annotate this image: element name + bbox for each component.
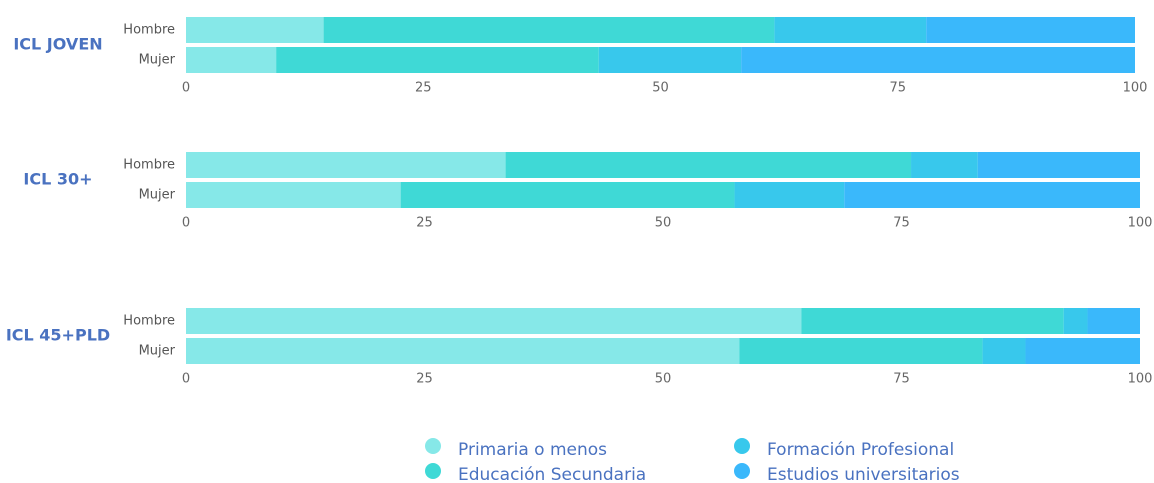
bar-segment <box>1025 338 1140 364</box>
x-tick-label: 75 <box>893 216 910 231</box>
category-label: Mujer <box>139 344 176 359</box>
x-tick-label: 0 <box>182 81 190 96</box>
bar-segment <box>186 47 277 73</box>
legend-swatch <box>734 438 750 454</box>
category-label: Hombre <box>123 158 175 173</box>
legend-label: Estudios universitarios <box>767 465 960 483</box>
bar-segment <box>276 47 599 73</box>
bar-segment <box>186 17 324 43</box>
bar-segment <box>323 17 775 43</box>
bar-segment <box>1063 308 1088 334</box>
bar-segment <box>844 182 1140 208</box>
group-title: ICL 30+ <box>23 170 92 189</box>
legend-swatch <box>734 463 750 479</box>
bar-segment <box>741 47 1135 73</box>
bar-segment <box>801 308 1064 334</box>
bar-segment <box>774 17 927 43</box>
x-tick-label: 25 <box>416 372 433 387</box>
x-tick-label: 0 <box>182 372 190 387</box>
bar-segment <box>186 182 401 208</box>
category-label: Hombre <box>123 314 175 329</box>
bar-segment <box>739 338 983 364</box>
bar-segment <box>1087 308 1140 334</box>
x-tick-label: 50 <box>655 216 672 231</box>
bar-segment <box>505 152 912 178</box>
x-tick-label: 100 <box>1128 216 1153 231</box>
legend-label: Educación Secundaria <box>458 465 646 483</box>
bar-segment <box>982 338 1026 364</box>
bar-segment <box>911 152 978 178</box>
category-label: Mujer <box>139 188 176 203</box>
legend-swatch <box>425 438 441 454</box>
bar-segment <box>400 182 735 208</box>
bar-segment <box>977 152 1140 178</box>
bar-segment <box>598 47 742 73</box>
bar-segment <box>186 308 802 334</box>
bar-segment <box>186 152 506 178</box>
x-tick-label: 75 <box>889 81 906 96</box>
legend-label: Formación Profesional <box>767 440 954 460</box>
x-tick-label: 25 <box>415 81 432 96</box>
legend-swatch <box>425 463 441 479</box>
x-tick-label: 25 <box>416 216 433 231</box>
category-label: Hombre <box>123 23 175 38</box>
category-label: Mujer <box>139 53 176 68</box>
group-title: ICL 45+PLD <box>6 326 110 345</box>
bar-segment <box>926 17 1135 43</box>
x-tick-label: 75 <box>893 372 910 387</box>
group-title: ICL JOVEN <box>13 35 102 54</box>
legend-label: Primaria o menos <box>458 440 607 460</box>
x-tick-label: 100 <box>1128 372 1153 387</box>
x-tick-label: 50 <box>652 81 669 96</box>
bar-segment <box>734 182 845 208</box>
x-tick-label: 100 <box>1123 81 1148 96</box>
bar-segment <box>186 338 740 364</box>
x-tick-label: 50 <box>655 372 672 387</box>
x-tick-label: 0 <box>182 216 190 231</box>
